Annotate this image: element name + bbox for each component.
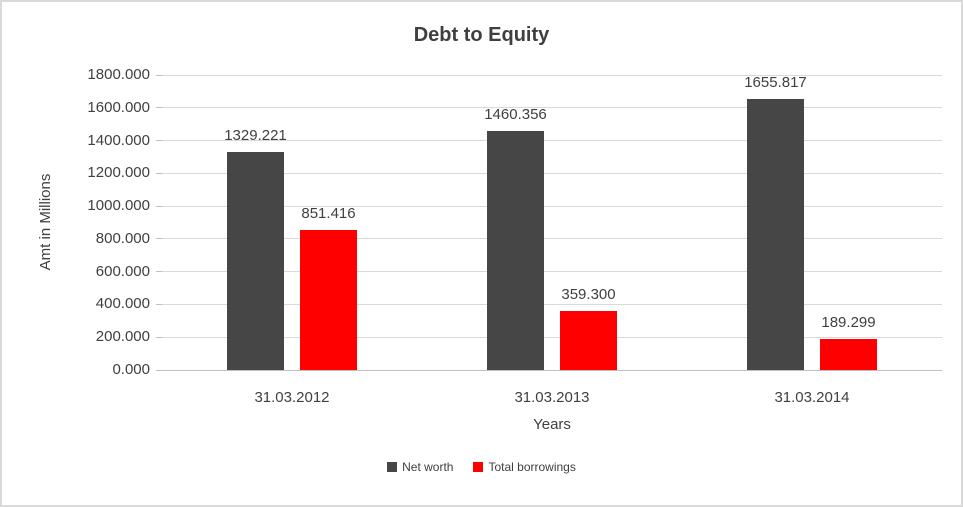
y-tick-mark [156,140,162,142]
legend-label: Total borrowings [488,460,576,474]
gridline [162,336,942,338]
x-axis-line [162,369,942,371]
y-tick-mark [156,238,162,240]
legend-swatch-icon [473,462,484,472]
y-tick-label: 800.000 [95,229,150,247]
y-tick-mark [156,336,162,338]
y-tick-label: 1200.000 [87,164,150,182]
gridline [162,74,942,76]
x-category-label: 31.03.2012 [254,389,330,406]
bar-net-worth [487,130,544,370]
gridline [162,107,942,109]
y-tick-mark [156,271,162,273]
y-tick-label: 1000.000 [87,197,150,215]
bar-total-borrowings [820,338,877,370]
x-category-label: 31.03.2014 [774,389,850,406]
data-label: 1329.221 [224,127,287,145]
gridline [162,140,942,142]
y-tick-mark [156,74,162,76]
gridline [162,238,942,240]
gridline [162,303,942,305]
bar-total-borrowings [300,230,357,370]
y-tick-mark [156,303,162,305]
gridline [162,205,942,207]
y-tick-label: 0.000 [112,361,150,378]
data-label: 1460.356 [484,105,547,123]
x-axis-title: Years [533,416,571,433]
y-tick-label: 1400.000 [87,131,150,149]
gridline [162,271,942,273]
x-category-label: 31.03.2013 [514,389,590,406]
bar-net-worth [747,98,804,370]
data-label: 359.300 [561,286,616,304]
chart-title: Debt to Equity [413,24,550,46]
legend-item-total-borrowings: Total borrowings [473,460,576,474]
y-tick-label: 1800.000 [87,66,150,83]
y-tick-label: 1600.000 [87,98,150,116]
y-axis-title: Amt in Millions [37,173,54,271]
y-tick-label: 200.000 [95,328,150,346]
data-label: 1655.817 [744,73,807,91]
data-label: 851.416 [301,205,356,223]
gridline [162,172,942,174]
y-tick-mark [156,205,162,207]
legend-item-net-worth: Net worth [387,460,453,474]
legend: Net worth Total borrowings [2,460,961,474]
y-tick-mark [156,369,162,371]
bar-total-borrowings [560,311,617,370]
legend-label: Net worth [402,460,454,474]
y-tick-label: 400.000 [95,295,150,313]
bar-net-worth [227,152,284,370]
y-tick-label: 600.000 [95,262,150,280]
y-tick-mark [156,172,162,174]
data-label: 189.299 [821,313,876,331]
legend-swatch-icon [387,462,398,472]
y-tick-mark [156,107,162,109]
